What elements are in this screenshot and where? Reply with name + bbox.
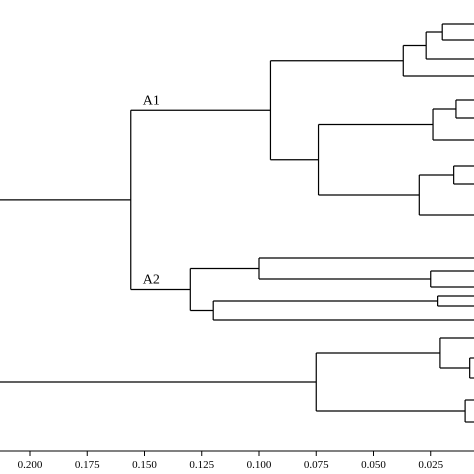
x-tick-label: 0.075	[304, 459, 329, 471]
cluster-label-a2: A2	[143, 273, 160, 288]
cluster-labels: A1 A2	[143, 93, 160, 287]
cluster-label-a1: A1	[143, 93, 160, 108]
x-tick-label: 0.125	[189, 459, 214, 471]
dendrogram-tree	[0, 23, 474, 423]
x-tick-label: 0.025	[418, 459, 443, 471]
x-axis: 0.200 0.175 0.150 0.125 0.100 0.075 0.050 0.025	[0, 450, 474, 471]
x-tick-label: 0.100	[247, 459, 272, 471]
x-tick-label: 0.050	[361, 459, 386, 471]
x-tick-label: 0.175	[75, 459, 100, 471]
x-tick-label: 0.150	[132, 459, 157, 471]
x-tick-label: 0.200	[18, 459, 43, 471]
